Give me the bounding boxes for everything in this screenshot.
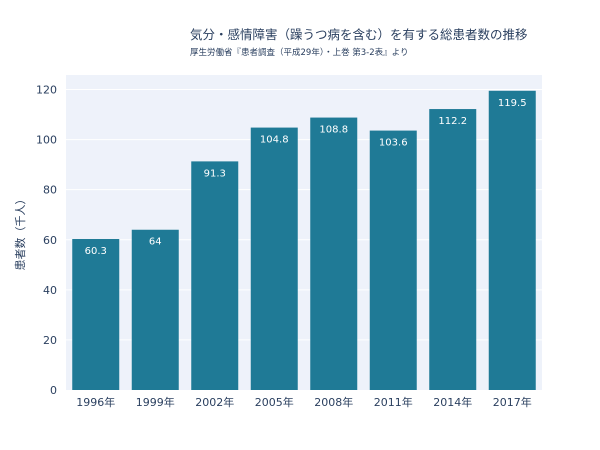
bar xyxy=(369,130,417,390)
x-tick-label: 2017年 xyxy=(493,395,532,409)
y-tick-label: 80 xyxy=(43,184,57,197)
bar-value-label: 103.6 xyxy=(379,138,408,149)
bar xyxy=(488,90,536,391)
bar-value-label: 119.5 xyxy=(498,98,527,109)
bar xyxy=(131,229,179,390)
x-tick-label: 1999年 xyxy=(136,395,175,409)
bar xyxy=(310,117,358,390)
bar-value-label: 64 xyxy=(149,237,162,248)
y-tick-label: 40 xyxy=(43,284,57,297)
chart-subtitle: 厚生労働省『患者調査（平成29年）・上巻 第3-2表』より xyxy=(190,48,409,58)
y-tick-label: 120 xyxy=(36,84,57,97)
bar xyxy=(72,239,120,390)
x-tick-label: 1996年 xyxy=(76,395,115,409)
bar-value-label: 60.3 xyxy=(85,246,107,257)
y-tick-label: 0 xyxy=(50,384,57,397)
x-tick-label: 2014年 xyxy=(433,395,472,409)
x-tick-label: 2005年 xyxy=(255,395,294,409)
chart-title: 気分・感情障害（躁うつ病を含む）を有する総患者数の推移 xyxy=(190,27,528,42)
x-tick-label: 2011年 xyxy=(374,395,413,409)
x-tick-label: 2008年 xyxy=(314,395,353,409)
bar xyxy=(429,109,477,391)
bar-value-label: 112.2 xyxy=(438,116,467,127)
bar-value-label: 108.8 xyxy=(319,125,348,136)
bar-value-label: 104.8 xyxy=(260,135,289,146)
x-tick-label: 2002年 xyxy=(195,395,234,409)
bar xyxy=(191,161,239,390)
bar xyxy=(250,127,298,390)
y-tick-label: 100 xyxy=(36,134,57,147)
y-tick-label: 20 xyxy=(43,334,57,347)
y-tick-label: 60 xyxy=(43,234,57,247)
bar-value-label: 91.3 xyxy=(204,168,226,179)
